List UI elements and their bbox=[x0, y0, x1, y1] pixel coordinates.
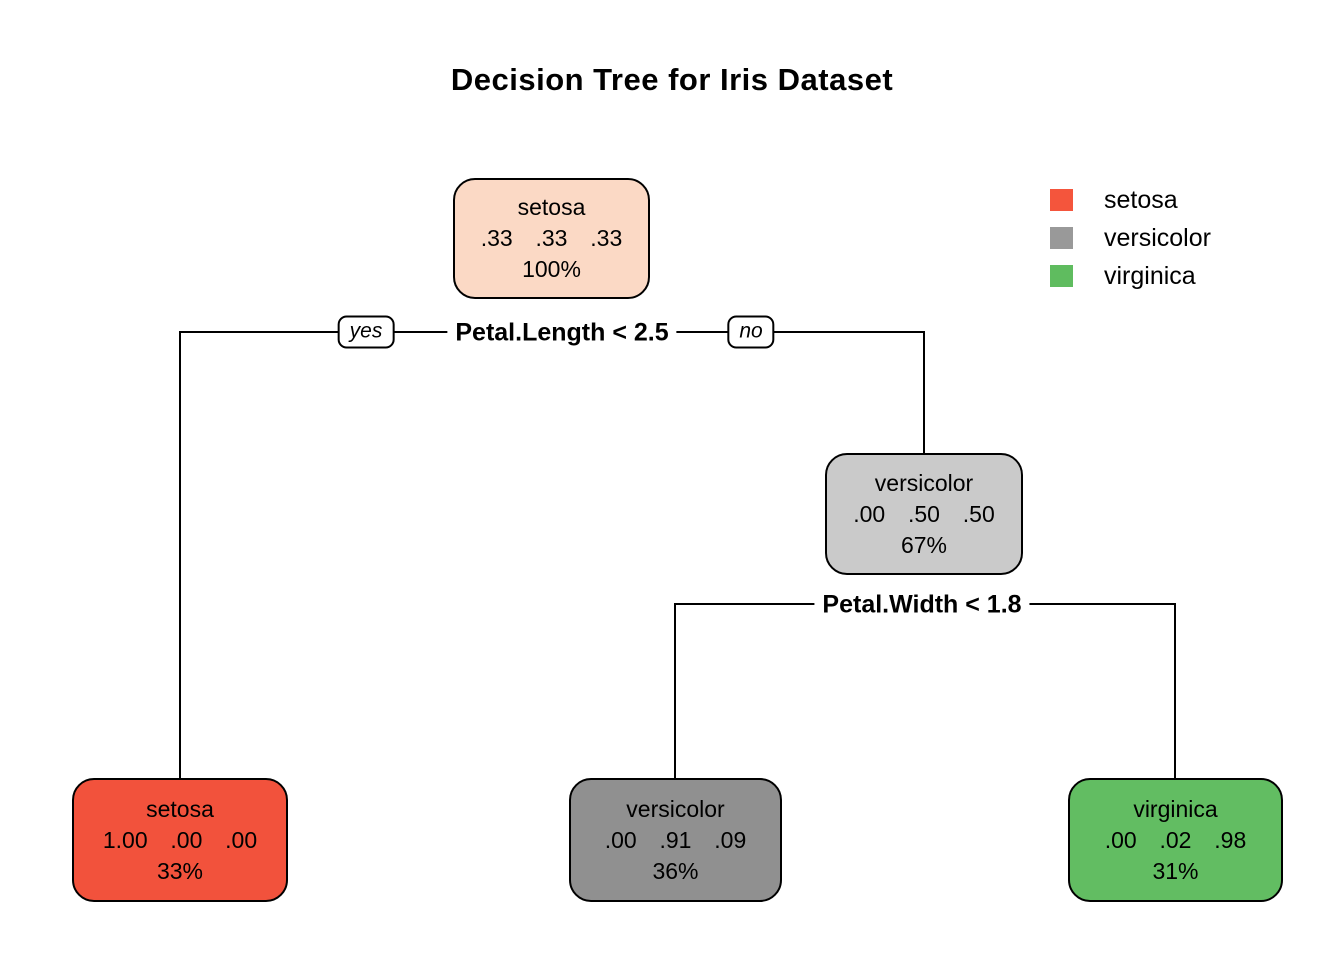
edge-yes-to-leaf-setosa bbox=[179, 331, 181, 778]
node-class-label: versicolor bbox=[874, 469, 974, 496]
node-coverage: 31% bbox=[1152, 857, 1199, 884]
legend-item-versicolor: versicolor bbox=[1050, 224, 1211, 252]
node-coverage: 67% bbox=[900, 531, 948, 558]
node-coverage: 100% bbox=[522, 256, 581, 282]
legend-label-setosa: setosa bbox=[1104, 186, 1178, 214]
split1-condition: Petal.Length < 2.5 bbox=[447, 318, 677, 348]
yes-badge: yes bbox=[337, 315, 395, 349]
node-coverage: 33% bbox=[156, 857, 204, 884]
tree-node-internal-versicolor: versicolor .00 .50 .50 67% bbox=[825, 453, 1023, 575]
tree-leaf-setosa: setosa 1.00 .00 .00 33% bbox=[72, 778, 288, 902]
legend-label-virginica: virginica bbox=[1104, 262, 1196, 290]
legend-swatch-setosa-icon bbox=[1050, 189, 1073, 211]
edge-to-leaf-virginica bbox=[1174, 603, 1176, 778]
node-class-label: setosa bbox=[146, 795, 214, 822]
node-class-label: versicolor bbox=[626, 795, 725, 822]
plot-title: Decision Tree for Iris Dataset bbox=[450, 62, 894, 97]
edge-to-leaf-versicolor bbox=[674, 603, 676, 778]
no-badge: no bbox=[727, 315, 775, 349]
node-probabilities: 1.00 .00 .00 bbox=[102, 826, 258, 853]
node-coverage: 36% bbox=[652, 857, 699, 884]
node-probabilities: .00 .91 .09 bbox=[604, 826, 747, 853]
split2-condition: Petal.Width < 1.8 bbox=[814, 590, 1030, 620]
node-probabilities: .00 .50 .50 bbox=[853, 500, 995, 527]
node-class-label: setosa bbox=[517, 194, 586, 220]
tree-node-root: setosa .33 .33 .33 100% bbox=[453, 178, 650, 299]
legend-label-versicolor: versicolor bbox=[1104, 224, 1211, 252]
legend-swatch-virginica-icon bbox=[1050, 265, 1073, 287]
legend-item-virginica: virginica bbox=[1050, 262, 1211, 290]
node-probabilities: .33 .33 .33 bbox=[480, 225, 623, 251]
legend: setosa versicolor virginica bbox=[1050, 188, 1211, 302]
node-probabilities: .00 .02 .98 bbox=[1104, 826, 1247, 853]
legend-item-setosa: setosa bbox=[1050, 186, 1211, 214]
legend-swatch-versicolor-icon bbox=[1050, 227, 1073, 249]
tree-leaf-virginica: virginica .00 .02 .98 31% bbox=[1068, 778, 1283, 902]
tree-leaf-versicolor: versicolor .00 .91 .09 36% bbox=[569, 778, 782, 902]
node-class-label: virginica bbox=[1133, 795, 1218, 822]
edge-no-to-internal bbox=[923, 331, 925, 453]
